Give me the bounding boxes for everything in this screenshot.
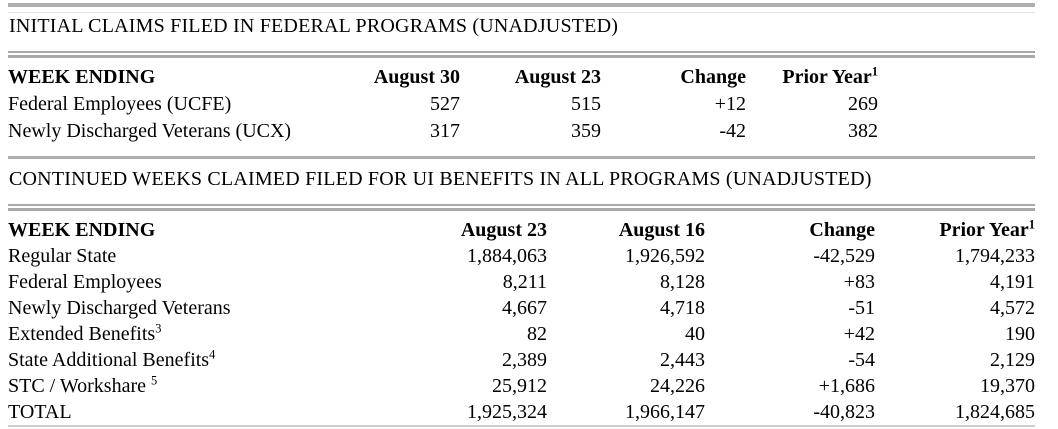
column-header-week2: August 23 xyxy=(514,66,601,88)
cell-change: +12 xyxy=(714,93,746,115)
table-header-row: WEEK ENDING August 30 August 23 Change P… xyxy=(8,64,878,91)
column-header-change: Change xyxy=(809,219,875,241)
page-bottom-divider xyxy=(8,425,1035,427)
cell-week1: 1,925,324 xyxy=(467,401,547,423)
table-row: Federal Employees (UCFE) 527 515 +12 269 xyxy=(8,91,878,118)
cell-prior-year: 382 xyxy=(848,120,878,142)
table-row: Newly Discharged Veterans (UCX) 317 359 … xyxy=(8,118,878,145)
cell-week2: 40 xyxy=(685,323,705,345)
cell-prior-year: 2,129 xyxy=(990,349,1035,371)
column-header-week1: August 23 xyxy=(460,219,547,241)
cell-week1: 317 xyxy=(430,120,460,142)
footnote-marker: 1 xyxy=(1028,217,1035,232)
cell-change: -51 xyxy=(848,297,875,319)
column-header-prior-year: Prior Year1 xyxy=(746,64,878,91)
column-header-week-ending: WEEK ENDING xyxy=(8,219,156,241)
section-divider xyxy=(8,156,1035,159)
title-underline-divider xyxy=(8,204,1035,211)
table-row: Regular State 1,884,063 1,926,592 -42,52… xyxy=(8,243,1035,269)
table-row: Federal Employees 8,211 8,128 +83 4,191 xyxy=(8,269,1035,295)
row-label: Newly Discharged Veterans xyxy=(8,297,231,319)
cell-week2: 8,128 xyxy=(660,271,705,293)
cell-change: -42 xyxy=(719,120,746,142)
cell-change: -42,529 xyxy=(813,245,875,267)
cell-week2: 359 xyxy=(571,120,601,142)
table-row: State Additional Benefits4 2,389 2,443 -… xyxy=(8,347,1035,373)
prior-year-label: Prior Year xyxy=(939,219,1029,241)
title-underline-divider xyxy=(8,51,1035,58)
cell-prior-year: 19,370 xyxy=(980,375,1035,397)
cell-week1: 527 xyxy=(430,93,460,115)
column-header-week-ending: WEEK ENDING xyxy=(8,66,156,88)
cell-week1: 2,389 xyxy=(502,349,547,371)
cell-change: -54 xyxy=(848,349,875,371)
cell-change: +42 xyxy=(843,323,875,345)
initial-claims-table: WEEK ENDING August 30 August 23 Change P… xyxy=(8,64,878,145)
cell-change: +83 xyxy=(843,271,875,293)
prior-year-label: Prior Year xyxy=(782,66,872,88)
cell-week2: 515 xyxy=(571,93,601,115)
cell-week2: 1,966,147 xyxy=(625,401,705,423)
cell-week1: 25,912 xyxy=(492,375,547,397)
cell-week2: 4,718 xyxy=(660,297,705,319)
row-label: State Additional Benefits4 xyxy=(8,347,216,371)
column-header-week2: August 16 xyxy=(618,219,705,241)
cell-change: -40,823 xyxy=(813,401,875,423)
section-title-continued-weeks: CONTINUED WEEKS CLAIMED FILED FOR UI BEN… xyxy=(9,168,872,190)
cell-change: +1,686 xyxy=(818,375,875,397)
cell-prior-year: 1,794,233 xyxy=(955,245,1035,267)
cell-prior-year: 1,824,685 xyxy=(955,401,1035,423)
footnote-marker: 3 xyxy=(155,321,162,336)
table-row: TOTAL 1,925,324 1,966,147 -40,823 1,824,… xyxy=(8,399,1035,425)
section-title-initial-claims: INITIAL CLAIMS FILED IN FEDERAL PROGRAMS… xyxy=(9,15,619,37)
cell-prior-year: 4,572 xyxy=(990,297,1035,319)
row-label: Federal Employees (UCFE) xyxy=(8,93,232,115)
cell-prior-year: 190 xyxy=(1005,323,1035,345)
continued-weeks-table: WEEK ENDING August 23 August 16 Change P… xyxy=(8,217,1035,425)
table-header-row: WEEK ENDING August 23 August 16 Change P… xyxy=(8,217,1035,243)
column-header-prior-year: Prior Year1 xyxy=(875,217,1035,243)
cell-week2: 1,926,592 xyxy=(625,245,705,267)
table-row: Extended Benefits3 82 40 +42 190 xyxy=(8,321,1035,347)
footnote-marker: 5 xyxy=(151,373,158,388)
cell-week2: 24,226 xyxy=(650,375,705,397)
footnote-marker: 4 xyxy=(209,347,216,362)
row-label: Extended Benefits3 xyxy=(8,321,162,345)
table-row: Newly Discharged Veterans 4,667 4,718 -5… xyxy=(8,295,1035,321)
cell-prior-year: 4,191 xyxy=(990,271,1035,293)
row-label: Regular State xyxy=(8,245,117,267)
row-label: Newly Discharged Veterans (UCX) xyxy=(8,120,292,142)
row-label: Federal Employees xyxy=(8,271,162,293)
column-header-change: Change xyxy=(680,66,746,88)
cell-week2: 2,443 xyxy=(660,349,705,371)
row-label: TOTAL xyxy=(8,401,72,423)
cell-week1: 4,667 xyxy=(502,297,547,319)
row-label: STC / Workshare 5 xyxy=(8,373,158,397)
cell-prior-year: 269 xyxy=(848,93,878,115)
section-top-divider xyxy=(8,3,1035,13)
column-header-week1: August 30 xyxy=(373,66,460,88)
table-row: STC / Workshare 5 25,912 24,226 +1,686 1… xyxy=(8,373,1035,399)
cell-week1: 82 xyxy=(527,323,547,345)
cell-week1: 1,884,063 xyxy=(467,245,547,267)
cell-week1: 8,211 xyxy=(502,271,547,293)
footnote-marker: 1 xyxy=(871,64,878,79)
